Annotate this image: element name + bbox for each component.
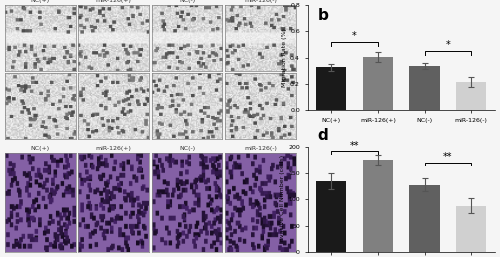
Bar [362, 160, 393, 252]
Text: *: * [446, 40, 450, 50]
Bar [410, 185, 440, 252]
Y-axis label: Invasive Cell Number (cells): Invasive Cell Number (cells) [280, 155, 285, 243]
Title: miR-126(+): miR-126(+) [96, 146, 132, 151]
Bar [456, 82, 486, 110]
Text: **: ** [443, 152, 452, 162]
Title: NC(-): NC(-) [179, 0, 195, 3]
Title: miR-126(+): miR-126(+) [96, 0, 132, 3]
Bar [410, 66, 440, 110]
Title: NC(-): NC(-) [179, 146, 195, 151]
Text: **: ** [350, 141, 360, 151]
Text: b: b [318, 8, 328, 23]
Bar [362, 57, 393, 110]
Text: d: d [318, 128, 328, 143]
Y-axis label: Migration Rate (%): Migration Rate (%) [282, 28, 287, 87]
Title: miR-126(-): miR-126(-) [244, 146, 277, 151]
Text: a: a [8, 9, 18, 24]
Bar [456, 206, 486, 252]
Title: NC(+): NC(+) [30, 0, 50, 3]
Text: c: c [8, 156, 17, 171]
Bar [316, 68, 346, 110]
Text: *: * [352, 31, 357, 41]
Title: miR-126(-): miR-126(-) [244, 0, 277, 3]
Bar [316, 181, 346, 252]
Title: NC(+): NC(+) [30, 146, 50, 151]
